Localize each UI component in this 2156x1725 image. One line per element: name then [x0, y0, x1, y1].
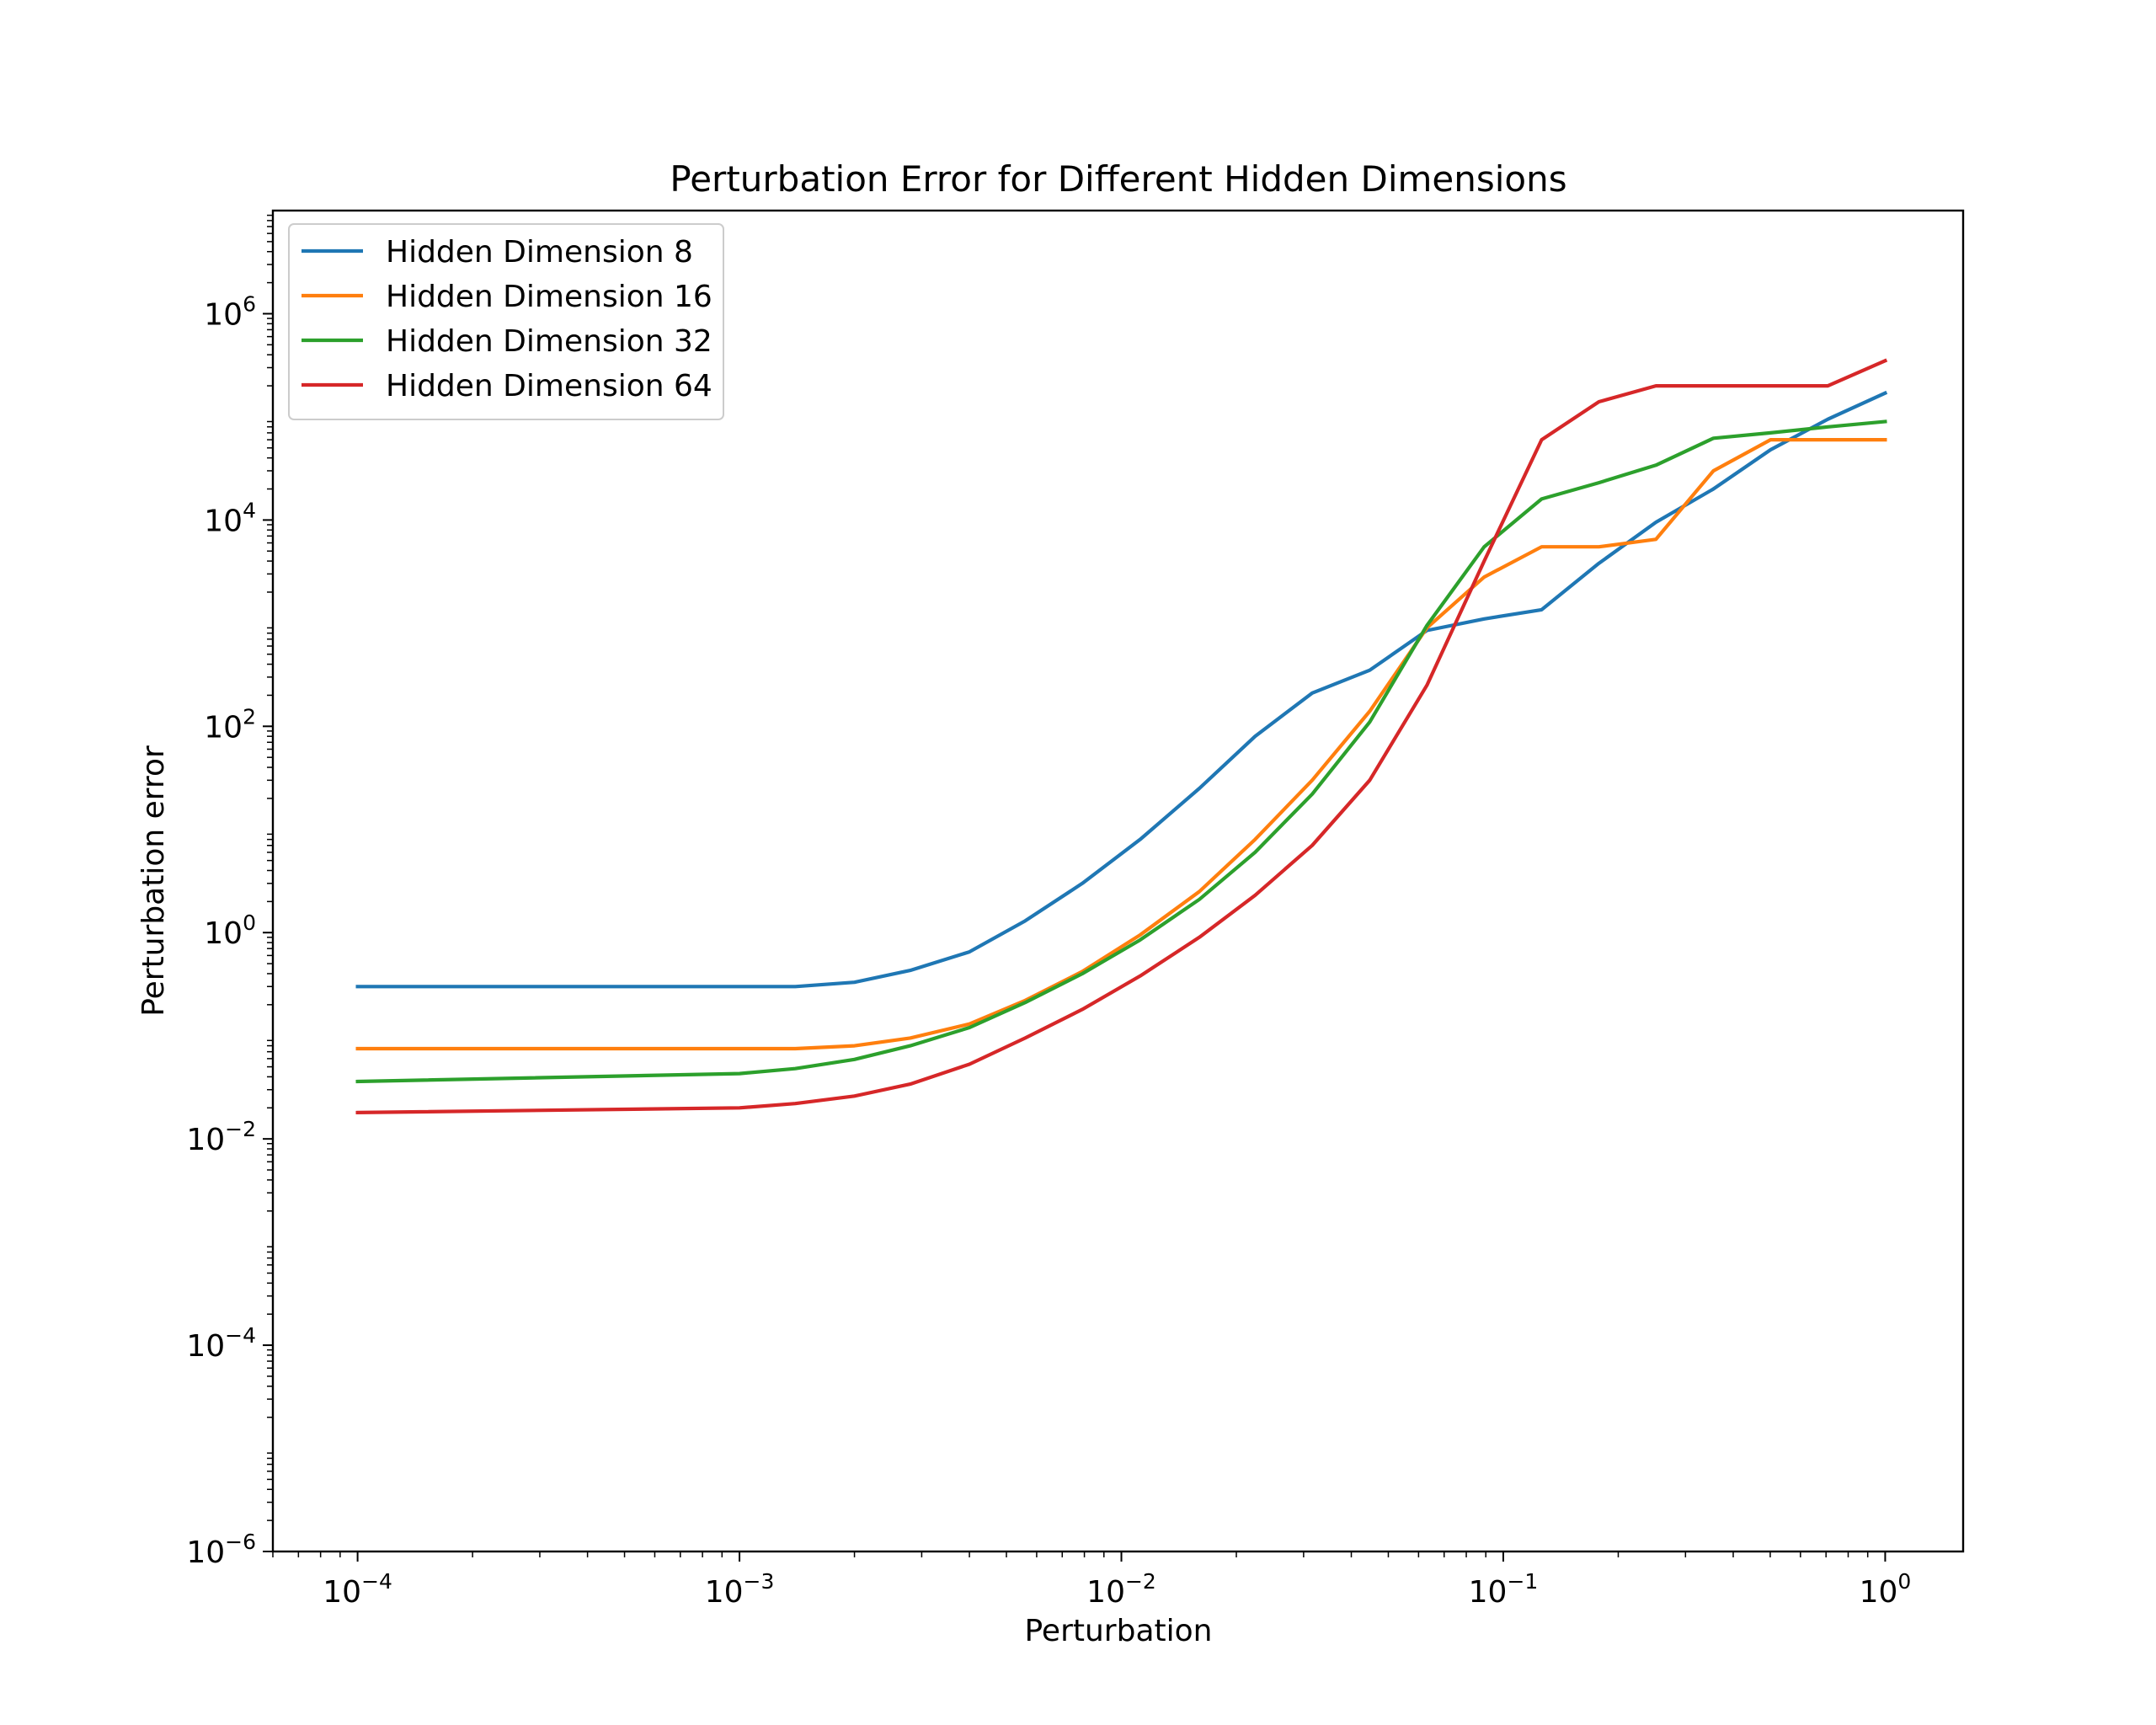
x-axis: 10−4 10−3 10−2 10−1 100	[272, 1551, 1912, 1610]
y-axis: 10−6 10−4 10−2 100 102 104 106	[186, 214, 273, 1570]
legend-label: Hidden Dimension 64	[386, 369, 712, 403]
x-tick-label: 10−2	[1086, 1569, 1156, 1610]
x-tick-label: 10−3	[705, 1569, 775, 1610]
series-line-2	[355, 437, 1887, 1051]
plot-frame	[271, 209, 1965, 1553]
y-tick-label: 106	[204, 291, 256, 332]
y-tick-label: 10−2	[186, 1117, 256, 1157]
y-axis-label: Perturbation error	[136, 745, 171, 1017]
legend-label: Hidden Dimension 8	[386, 235, 693, 270]
plot-area	[271, 209, 1965, 1553]
y-tick-label: 104	[204, 498, 256, 538]
series-line-3	[355, 419, 1887, 1084]
legend: Hidden Dimension 8 Hidden Dimension 16 Hid…	[288, 223, 724, 420]
y-tick-label: 10−6	[186, 1530, 256, 1570]
x-axis-label: Perturbation	[1025, 1614, 1213, 1648]
plot-background	[273, 211, 1963, 1551]
y-tick-label: 102	[204, 704, 256, 745]
y-tick-label: 10−4	[186, 1323, 256, 1364]
x-tick-label: 100	[1860, 1569, 1912, 1610]
y-tick-label: 100	[204, 911, 256, 951]
legend-label: Hidden Dimension 32	[386, 324, 712, 359]
chart-title: Perturbation Error for Different Hidden …	[670, 158, 1566, 200]
series-group	[355, 358, 1888, 1115]
legend-box	[288, 223, 724, 420]
x-tick-label: 10−4	[323, 1569, 392, 1610]
series-line-4	[355, 358, 1888, 1115]
x-tick-label: 10−1	[1469, 1569, 1539, 1610]
legend-label: Hidden Dimension 16	[386, 280, 712, 314]
